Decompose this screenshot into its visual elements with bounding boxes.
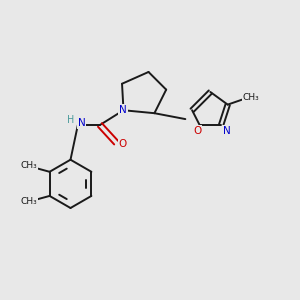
Text: N: N [223, 126, 230, 136]
Text: O: O [193, 126, 201, 136]
Text: CH₃: CH₃ [21, 197, 38, 206]
Text: N: N [119, 105, 127, 115]
Text: H: H [67, 115, 74, 125]
Text: CH₃: CH₃ [243, 93, 260, 102]
Text: N: N [77, 118, 85, 128]
Text: O: O [118, 139, 127, 149]
Text: CH₃: CH₃ [21, 161, 38, 170]
